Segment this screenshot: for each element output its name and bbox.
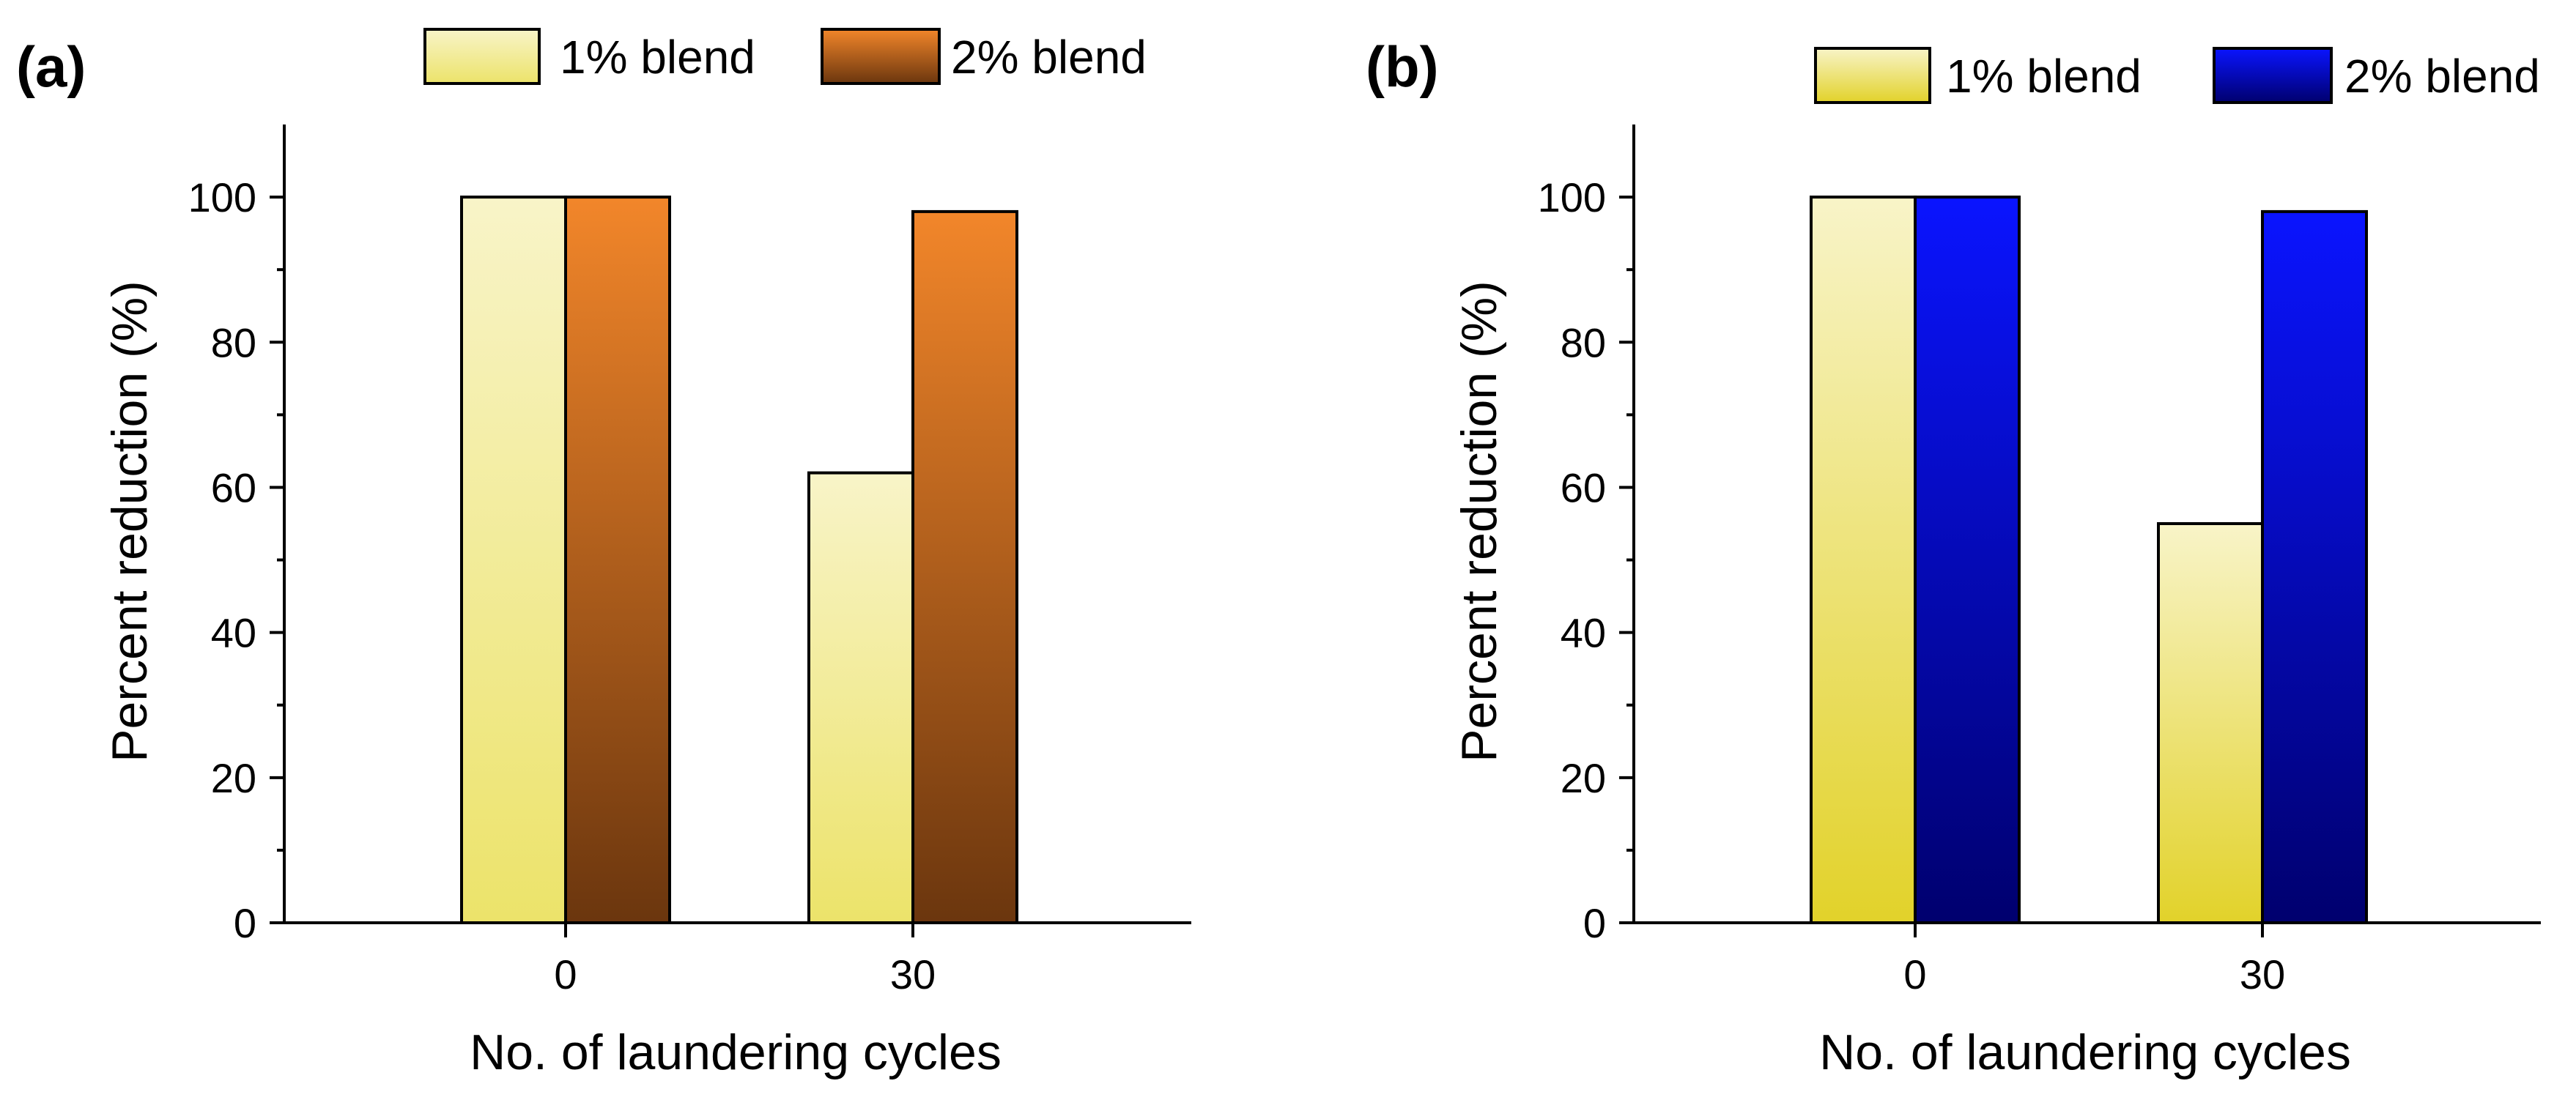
panel-a-bar-cat0-series1 [460, 196, 567, 925]
panel-b-bar-cat30-series1 [2157, 522, 2264, 924]
panel-a-y-tick-label: 60 [211, 464, 256, 510]
panel-a-y-axis-title: Percent reduction (%) [102, 280, 158, 762]
panel-b-x-tick-label: 30 [2240, 951, 2285, 997]
panel-a-label: (a) [16, 34, 86, 99]
panel-b-y-tick-label: 100 [1538, 174, 1606, 220]
panel-a-legend-swatch-2 [821, 28, 941, 85]
panel-a-x-axis-title: No. of laundering cycles [470, 1025, 1002, 1080]
panel-b-x-tick-label: 0 [1903, 951, 1926, 997]
panel-b-label: (b) [1366, 34, 1439, 99]
panel-a-y-tick-label: 80 [211, 319, 256, 365]
panel-a: (a) Percent reduction (%) No. of launder… [16, 28, 1191, 1080]
panel-a-y-tick-label: 100 [188, 174, 256, 220]
panel-b-y-tick-label: 80 [1561, 319, 1606, 365]
panel-a-x-tick-label: 30 [890, 951, 936, 997]
panel-a-bar-cat30-series1 [807, 471, 914, 924]
panel-b-legend-label-1: 1% blend [1946, 50, 2142, 103]
panel-a-legend-swatch-1 [423, 28, 541, 85]
panel-a-y-tick-label: 0 [234, 900, 256, 946]
panel-a-bar-cat0-series2 [564, 196, 671, 925]
panel-b-x-axis-title: No. of laundering cycles [1819, 1025, 2351, 1080]
panel-b-bar-cat0-series1 [1810, 196, 1917, 925]
panel-b-legend-swatch-2 [2213, 47, 2333, 104]
panel-a-bar-cat30-series2 [911, 209, 1018, 924]
panel-b-bar-cat0-series2 [1914, 196, 2021, 925]
panel-a-plot-area: 0 20 40 60 80 100 0 30 [188, 28, 1191, 997]
panel-b-legend-swatch-1 [1814, 47, 1931, 104]
panel-b-y-tick-label: 40 [1561, 610, 1606, 656]
panel-b-y-tick-label: 20 [1561, 755, 1606, 801]
panel-a-x-tick-label: 0 [554, 951, 577, 997]
panel-b-legend-label-2: 2% blend [2344, 50, 2540, 103]
panel-b-plot-area: 0 20 40 60 80 100 0 30 [1538, 47, 2541, 997]
panel-b-y-tick-label: 60 [1561, 464, 1606, 510]
panel-b-bar-cat30-series2 [2261, 209, 2368, 924]
panel-b-y-axis-title: Percent reduction (%) [1451, 280, 1507, 762]
panel-b-y-tick-label: 0 [1583, 900, 1606, 946]
panel-a-legend-label-2: 2% blend [951, 31, 1147, 83]
panel-b: (b) Percent reduction (%) No. of launder… [1366, 34, 2541, 1080]
panel-a-legend-label-1: 1% blend [560, 31, 755, 83]
panel-a-y-tick-label: 20 [211, 755, 256, 801]
panel-a-y-tick-label: 40 [211, 610, 256, 656]
